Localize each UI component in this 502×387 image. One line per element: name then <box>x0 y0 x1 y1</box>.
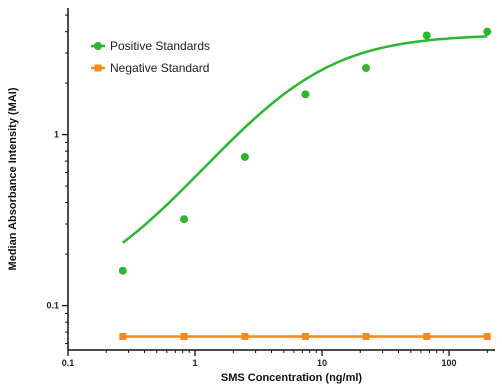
series-1-point <box>241 332 249 340</box>
legend-marker <box>94 64 102 72</box>
x-tick-label: 100 <box>442 358 457 368</box>
y-tick-label: 1 <box>54 130 59 140</box>
y-tick-label: 0.1 <box>46 301 59 311</box>
series-0-point <box>180 215 189 224</box>
series-0-point <box>301 90 310 99</box>
series-0 <box>118 27 492 275</box>
series-1-point <box>301 332 309 340</box>
series-1-point <box>423 332 431 340</box>
legend-marker <box>94 42 102 50</box>
series-1-point <box>180 332 188 340</box>
x-tick-label: 0.1 <box>62 358 75 368</box>
series-0-point <box>362 64 371 73</box>
series-0-point <box>240 152 249 161</box>
legend: Positive Standards Negative Standard <box>91 39 210 75</box>
legend-label: Negative Standard <box>110 61 209 75</box>
x-tick-label: 10 <box>317 358 327 368</box>
series-0-point <box>118 266 127 275</box>
series-1-point <box>119 332 127 340</box>
series-layer <box>118 27 492 340</box>
series-1-point <box>483 332 491 340</box>
x-axis-label: SMS Concentration (ng/ml) <box>221 372 363 384</box>
series-1-point <box>362 332 370 340</box>
series-0-fit-line <box>122 35 488 244</box>
series-0-point <box>422 31 431 40</box>
legend-label: Positive Standards <box>110 39 210 53</box>
series-0-point <box>483 27 492 36</box>
ticks: 0.1 1 10 100 0.1 1 <box>46 14 488 368</box>
series-1 <box>119 332 491 340</box>
axes <box>67 8 495 351</box>
y-axis-label: Median Absorbance Intensity (MAI) <box>7 87 19 270</box>
x-tick-label: 1 <box>193 358 198 368</box>
